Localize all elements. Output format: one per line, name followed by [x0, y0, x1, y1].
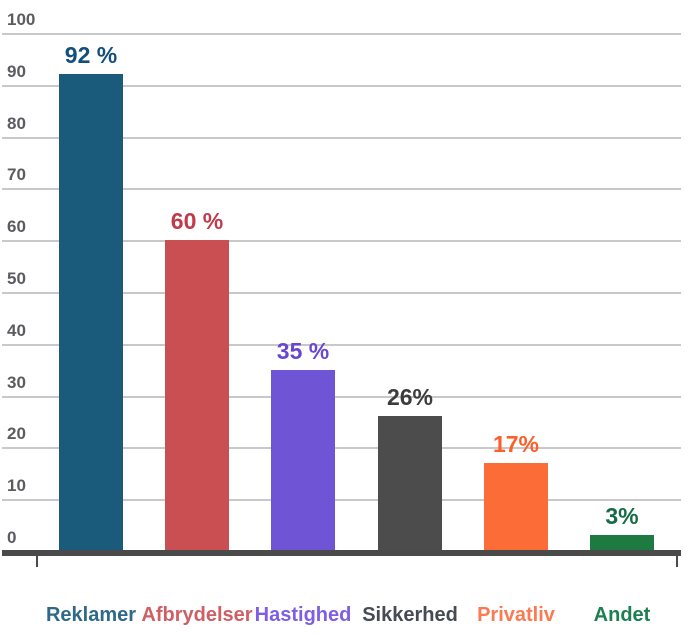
y-tick-label-50: 50: [7, 269, 26, 288]
bar-afbrydelser: [165, 240, 229, 551]
gridline-10: [2, 499, 681, 501]
category-label-reklamer: Reklamer: [45, 604, 137, 626]
gridline-20: [2, 447, 681, 449]
gridline-60: [2, 240, 681, 242]
gridline-30: [2, 396, 681, 398]
x-axis-tick-left: [36, 556, 38, 567]
y-tick-label-20: 20: [7, 424, 26, 443]
gridline-40: [2, 344, 681, 346]
bar-value-label-andet: 3%: [605, 503, 639, 529]
y-tick-label-30: 30: [7, 373, 26, 392]
y-tick-label-60: 60: [7, 217, 26, 236]
gridline-100: [2, 33, 681, 35]
bar-andet: [590, 535, 654, 551]
gridline-70: [2, 188, 681, 190]
x-axis-tick-right: [676, 556, 678, 567]
bar-value-label-privatliv: 17%: [492, 431, 540, 457]
bar-value-label-hastighed: 35 %: [276, 338, 330, 364]
category-label-andet: Andet: [593, 604, 651, 626]
y-tick-label-90: 90: [7, 62, 26, 81]
gridline-50: [2, 292, 681, 294]
y-tick-label-40: 40: [7, 321, 26, 340]
bar-reklamer: [59, 74, 123, 551]
category-label-hastighed: Hastighed: [254, 604, 352, 626]
category-label-sikkerhed: Sikkerhed: [362, 604, 458, 626]
x-axis-line: [2, 550, 681, 556]
y-tick-label-10: 10: [7, 476, 26, 495]
bar-hastighed: [271, 370, 335, 551]
y-tick-label-0: 0: [7, 528, 17, 547]
y-tick-label-80: 80: [7, 114, 26, 133]
gridline-80: [2, 137, 681, 139]
bar-value-label-reklamer: 92 %: [64, 42, 118, 68]
bar-sikkerhed: [378, 416, 442, 551]
y-tick-label-70: 70: [7, 165, 26, 184]
gridline-90: [2, 85, 681, 87]
y-tick-label-100: 100: [7, 10, 36, 29]
category-label-privatliv: Privatliv: [477, 604, 555, 626]
bar-privatliv: [484, 463, 548, 551]
category-label-afbrydelser: Afbrydelser: [141, 604, 253, 626]
bar-value-label-sikkerhed: 26%: [386, 384, 434, 410]
bar-value-label-afbrydelser: 60 %: [170, 208, 224, 234]
